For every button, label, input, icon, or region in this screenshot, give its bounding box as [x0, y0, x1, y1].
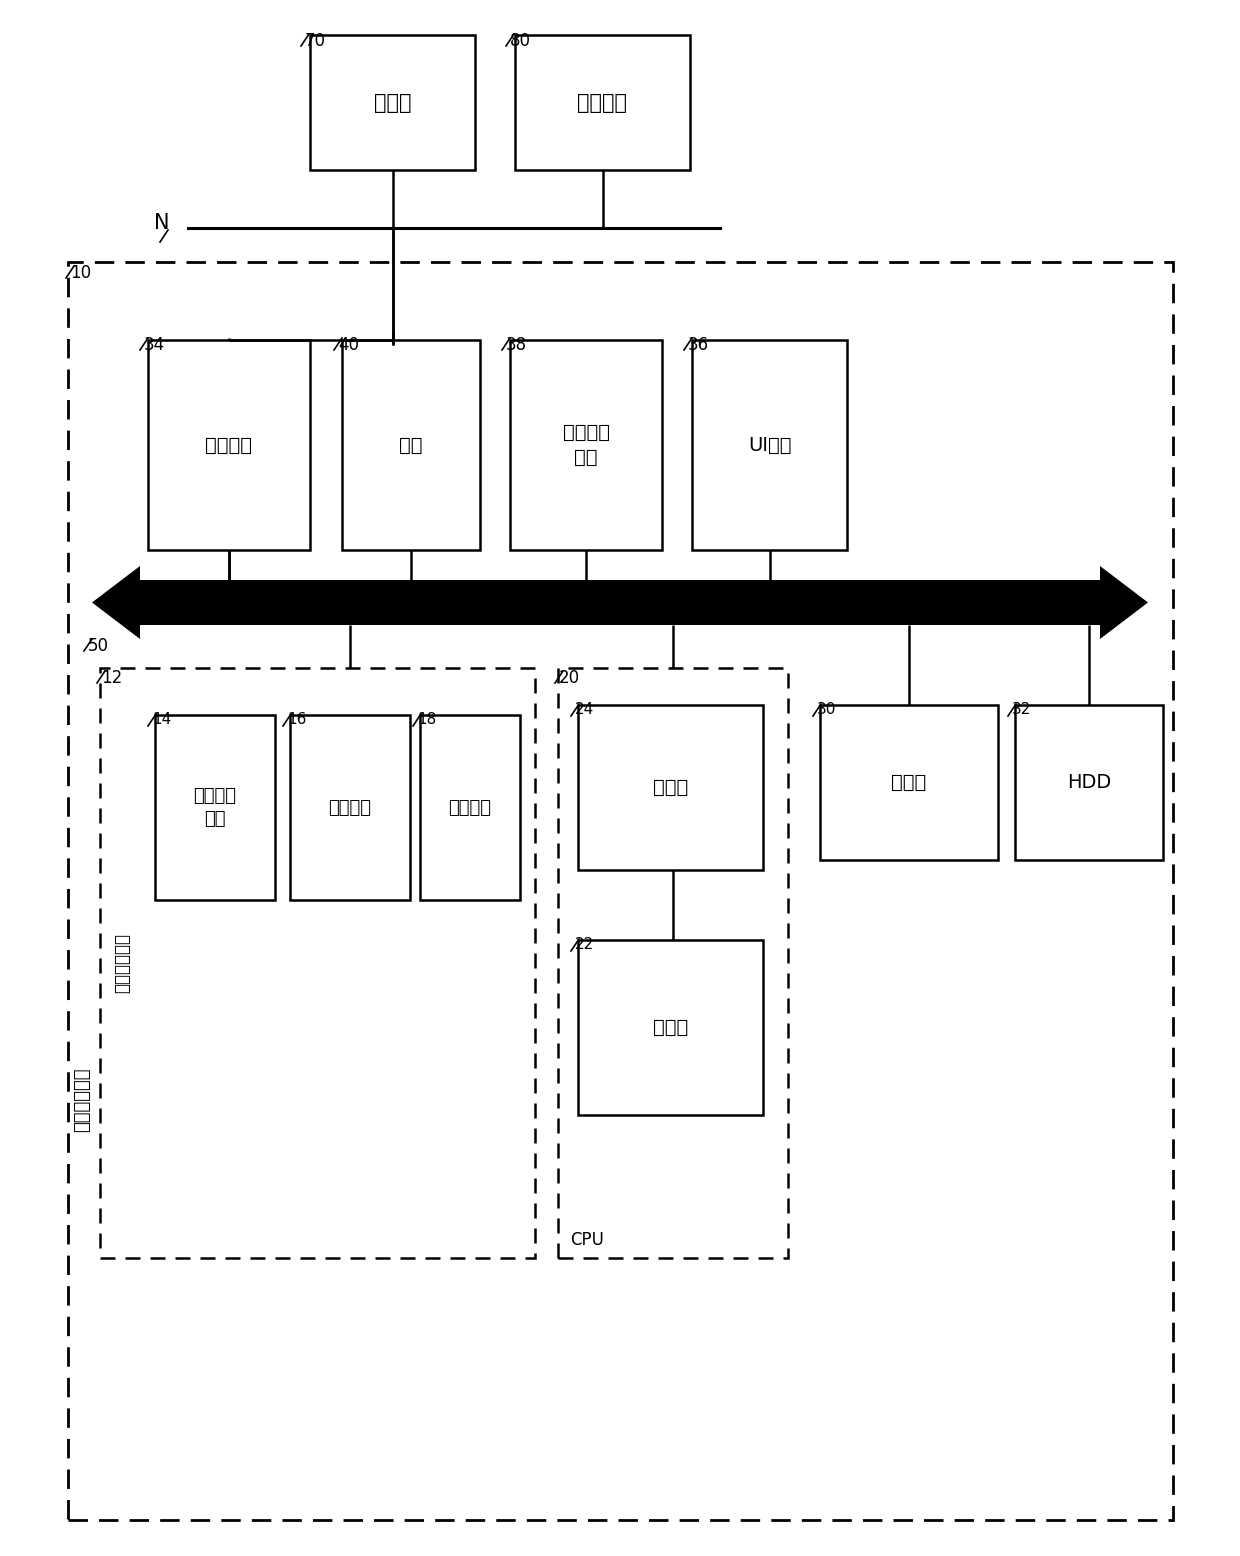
Bar	[148, 341, 310, 549]
Text: 30: 30	[817, 702, 836, 717]
Bar	[558, 668, 787, 1257]
Text: 38: 38	[506, 336, 527, 355]
Bar	[310, 34, 475, 170]
Text: 图像读取
单元: 图像读取 单元	[193, 787, 237, 828]
Text: 32: 32	[1012, 702, 1032, 717]
Text: 图像处理设备: 图像处理设备	[73, 1067, 91, 1133]
Text: 16: 16	[286, 713, 306, 727]
Text: 打印单元: 打印单元	[329, 798, 372, 817]
Text: 服务器: 服务器	[373, 92, 412, 112]
Bar	[342, 341, 480, 549]
Text: 12: 12	[100, 669, 123, 688]
Bar	[578, 940, 763, 1116]
Text: 50: 50	[88, 636, 109, 655]
Text: 40: 40	[339, 336, 360, 355]
Bar	[68, 261, 1173, 1520]
Text: 传真单元: 传真单元	[449, 798, 491, 817]
Bar	[420, 716, 520, 899]
Text: 20: 20	[559, 669, 580, 688]
Text: 70: 70	[305, 33, 326, 50]
Bar	[1016, 705, 1163, 860]
Bar	[515, 34, 689, 170]
Text: 终端设备: 终端设备	[578, 92, 627, 112]
Text: 控制器: 控制器	[653, 1018, 688, 1036]
Bar	[290, 716, 410, 899]
Text: 34: 34	[144, 336, 165, 355]
Text: CPU: CPU	[570, 1231, 604, 1249]
Text: 插件: 插件	[399, 436, 423, 454]
Bar	[692, 341, 847, 549]
Text: N: N	[154, 213, 170, 233]
Bar	[578, 705, 763, 870]
Text: 36: 36	[688, 336, 709, 355]
Text: 转换器: 转换器	[653, 778, 688, 797]
Text: HDD: HDD	[1066, 773, 1111, 792]
Text: 80: 80	[510, 33, 531, 50]
Text: 22: 22	[575, 937, 594, 952]
Text: 18: 18	[417, 713, 436, 727]
Text: 24: 24	[575, 702, 594, 717]
Bar	[155, 716, 275, 899]
Text: 图像处理
单元: 图像处理 单元	[563, 423, 610, 467]
Text: 图像形成单元: 图像形成单元	[113, 934, 131, 993]
Text: 10: 10	[69, 265, 91, 282]
Text: UI单元: UI单元	[748, 436, 791, 454]
Bar	[820, 705, 998, 860]
Text: 通信单元: 通信单元	[206, 436, 253, 454]
Text: 存储器: 存储器	[892, 773, 926, 792]
Bar	[510, 341, 662, 549]
Bar	[100, 668, 534, 1257]
Polygon shape	[92, 566, 1148, 640]
Text: 14: 14	[153, 713, 171, 727]
